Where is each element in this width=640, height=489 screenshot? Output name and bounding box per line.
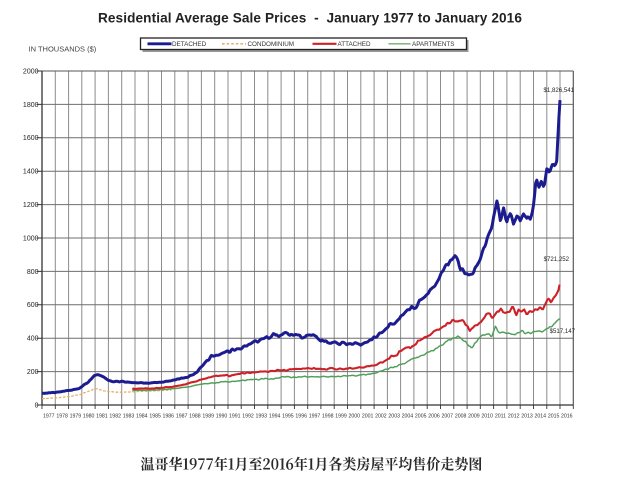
- svg-text:2010: 2010: [481, 414, 493, 420]
- svg-text:0: 0: [35, 402, 39, 409]
- svg-text:2008: 2008: [455, 414, 467, 420]
- svg-text:1992: 1992: [242, 414, 254, 420]
- svg-text:1991: 1991: [229, 414, 241, 420]
- svg-text:2016: 2016: [561, 414, 573, 420]
- svg-text:Residential Average Sale Price: Residential Average Sale Prices - Januar…: [98, 11, 522, 26]
- svg-text:1997: 1997: [309, 414, 321, 420]
- svg-text:1979: 1979: [70, 414, 82, 420]
- svg-text:1200: 1200: [23, 202, 39, 209]
- svg-text:2011: 2011: [495, 414, 506, 420]
- svg-text:2000: 2000: [23, 68, 39, 75]
- svg-text:1800: 1800: [23, 102, 39, 109]
- svg-text:200: 200: [27, 369, 39, 376]
- svg-text:1984: 1984: [136, 414, 148, 420]
- svg-text:2001: 2001: [362, 414, 374, 420]
- svg-text:600: 600: [27, 302, 39, 309]
- svg-text:2015: 2015: [548, 414, 560, 420]
- svg-text:1986: 1986: [163, 414, 175, 420]
- svg-text:1978: 1978: [56, 414, 68, 420]
- svg-text:1977: 1977: [43, 414, 55, 420]
- svg-text:CONDOMINIUM: CONDOMINIUM: [248, 41, 295, 48]
- svg-text:2006: 2006: [428, 414, 440, 420]
- svg-text:400: 400: [27, 336, 39, 343]
- svg-text:1999: 1999: [335, 414, 347, 420]
- svg-text:2012: 2012: [508, 414, 520, 420]
- svg-text:2002: 2002: [375, 414, 387, 420]
- svg-text:1989: 1989: [202, 414, 214, 420]
- svg-text:1981: 1981: [96, 414, 108, 420]
- svg-text:ATTACHED: ATTACHED: [338, 41, 371, 48]
- svg-text:2007: 2007: [442, 414, 454, 420]
- svg-text:1980: 1980: [83, 414, 95, 420]
- svg-text:1998: 1998: [322, 414, 334, 420]
- svg-text:1983: 1983: [123, 414, 135, 420]
- svg-text:$721,252: $721,252: [544, 256, 570, 263]
- svg-text:2004: 2004: [402, 414, 414, 420]
- svg-text:2014: 2014: [535, 414, 547, 420]
- svg-text:2000: 2000: [349, 414, 361, 420]
- svg-text:1996: 1996: [295, 414, 307, 420]
- svg-text:2009: 2009: [468, 414, 480, 420]
- svg-text:1990: 1990: [216, 414, 228, 420]
- svg-text:2005: 2005: [415, 414, 427, 420]
- svg-text:1995: 1995: [282, 414, 294, 420]
- svg-text:1600: 1600: [23, 135, 39, 142]
- svg-text:IN THOUSANDS ($): IN THOUSANDS ($): [29, 45, 97, 54]
- svg-text:$1,826,541: $1,826,541: [544, 87, 575, 94]
- svg-text:1982: 1982: [109, 414, 121, 420]
- svg-text:2003: 2003: [388, 414, 400, 420]
- svg-text:1985: 1985: [149, 414, 161, 420]
- svg-text:2013: 2013: [521, 414, 533, 420]
- svg-text:1994: 1994: [269, 414, 281, 420]
- svg-text:1988: 1988: [189, 414, 201, 420]
- svg-text:DETACHED: DETACHED: [172, 41, 207, 48]
- svg-text:APARTMENTS: APARTMENTS: [412, 41, 454, 48]
- svg-text:1400: 1400: [23, 169, 39, 176]
- svg-text:1000: 1000: [23, 235, 39, 242]
- svg-text:$517,147: $517,147: [550, 328, 576, 335]
- svg-text:800: 800: [27, 269, 39, 276]
- svg-text:1987: 1987: [176, 414, 188, 420]
- svg-text:1993: 1993: [256, 414, 268, 420]
